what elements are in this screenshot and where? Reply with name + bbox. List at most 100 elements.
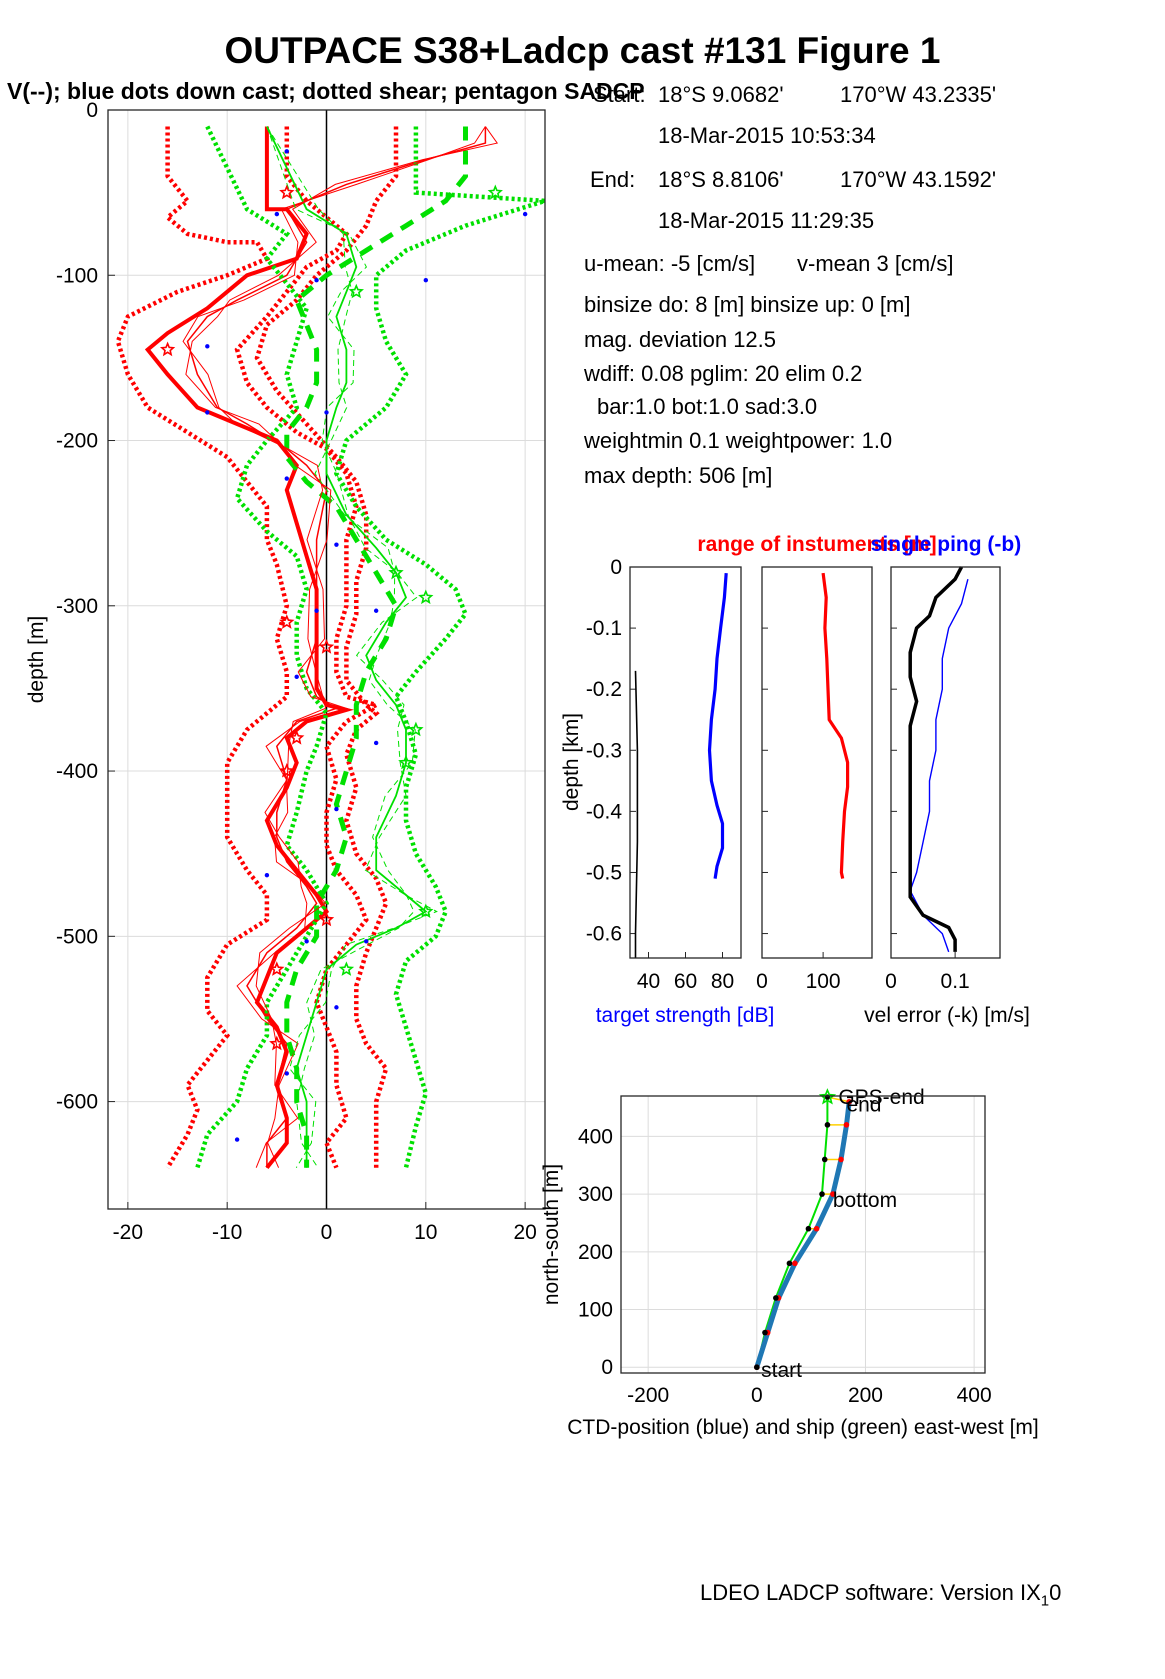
y-tick-label: -0.1 [586, 617, 622, 640]
ctd-marker [792, 1260, 798, 1267]
max-depth: max depth: 506 [m] [584, 463, 773, 488]
ctd-marker [843, 1122, 850, 1128]
v-sadcp-marker [408, 721, 424, 737]
v-solid-line [266, 126, 428, 1168]
end-lat: 18°S 8.8106' [658, 167, 784, 192]
x-tick-label: 40 [637, 970, 660, 993]
range-of-instruments-plot-area [762, 567, 872, 958]
start-lon: 170°W 43.2335' [840, 82, 997, 107]
down-cast-dot [205, 410, 210, 415]
ship-marker [819, 1191, 825, 1197]
single-ping-title: single ping (-b) [871, 533, 1021, 556]
v-solid-ensemble-line [266, 126, 416, 1168]
down-cast-dot [334, 542, 339, 547]
panel-y-label: depth [km] [560, 713, 583, 811]
y-tick-label: -0.3 [586, 739, 622, 762]
down-cast-dot [284, 149, 289, 154]
down-cast-dot [314, 278, 319, 283]
velocity-error-plot-area [891, 567, 1000, 958]
position-y-label: north-south [m] [540, 1164, 563, 1305]
y-tick-label: -0.4 [586, 800, 623, 823]
x-tick-label: 0 [321, 1221, 333, 1244]
y-tick-label: -200 [56, 430, 98, 453]
x-tick-label: 20 [513, 1221, 536, 1244]
y-tick-label: -300 [56, 595, 98, 618]
down-cast-dot [324, 410, 329, 415]
v-solid-ensemble-line [266, 126, 438, 1168]
y-tick-label: -0.2 [586, 678, 622, 701]
position-annotation: GPS-end [838, 1086, 924, 1109]
ship-marker [821, 1156, 828, 1163]
position-annotation: bottom [833, 1189, 897, 1212]
y-tick-label: 0 [610, 556, 622, 579]
x-tick-label: 100 [806, 970, 841, 993]
y-tick-label: -0.5 [586, 861, 622, 884]
vel-error-label: vel error (-k) [m/s] [864, 1004, 1030, 1027]
position-frame [620, 1095, 986, 1374]
u-upper-ensemble-line [185, 126, 499, 1168]
u-upper-ensemble-line [182, 126, 486, 1168]
figure-title: OUTPACE S38+Ladcp cast #131 Figure 1 [224, 30, 941, 71]
end-time: 18-Mar-2015 11:29:35 [658, 208, 875, 233]
down-cast-dot [522, 211, 528, 217]
ship-marker [824, 1122, 831, 1128]
target-strength-black-line [634, 670, 639, 958]
u-dotted-line [115, 126, 290, 1169]
position-plot-area [621, 1096, 985, 1373]
target-strength-blue-line [707, 572, 728, 879]
y-tick-label: -500 [56, 925, 98, 948]
v-sadcp-marker [388, 564, 404, 580]
down-cast-dot [334, 1005, 339, 1010]
u-sadcp-marker [318, 639, 335, 654]
v-sadcp-marker [418, 903, 434, 919]
target-strength-label: target strength [dB] [596, 1004, 775, 1027]
x-tick-label: 0 [756, 970, 768, 993]
ship-marker [754, 1364, 760, 1371]
x-tick-label: 400 [957, 1384, 992, 1407]
position-x-label: CTD-position (blue) and ship (green) eas… [567, 1416, 1039, 1439]
range-of-instruments-frame [761, 566, 873, 959]
x-tick-label: 0.1 [941, 970, 970, 993]
down-cast-dot [304, 939, 309, 944]
start-label: Start: [593, 82, 646, 107]
down-cast-dot [373, 740, 379, 746]
u-sadcp-marker [318, 911, 335, 927]
target-strength-plot-area [630, 567, 741, 958]
range-of-instruments-red-line [821, 572, 850, 879]
x-tick-label: 80 [711, 970, 734, 993]
end-lon: 170°W 43.1592' [840, 167, 997, 192]
x-tick-label: -20 [113, 1221, 143, 1244]
y-tick-label: 300 [578, 1183, 613, 1206]
software-version-text: LDEO LADCP software: Version IX [700, 1580, 1041, 1605]
ship-marker [805, 1225, 812, 1232]
start-lat: 18°S 9.0682' [658, 82, 784, 107]
down-cast-dot [284, 476, 289, 481]
y-tick-label: -100 [56, 264, 98, 287]
ship-marker [786, 1260, 793, 1267]
x-tick-label: -10 [212, 1221, 242, 1244]
u-sadcp-marker [269, 961, 285, 976]
u-sadcp-marker [279, 614, 295, 629]
v-sadcp-marker [418, 589, 434, 605]
software-version-sub: 1 [1040, 1592, 1050, 1610]
down-cast-dot [294, 674, 299, 680]
u-sadcp-marker [279, 763, 295, 778]
u-upper-line [186, 126, 487, 1168]
bar-settings: bar:1.0 bot:1.0 sad:3.0 [597, 394, 818, 419]
down-cast-dot [264, 872, 270, 878]
binsize: binsize do: 8 [m] binsize up: 0 [m] [584, 292, 911, 317]
u-mean: u-mean: -5 [cm/s] [584, 251, 756, 276]
figure-subtitle: V(--); blue dots down cast; dotted shear… [7, 78, 645, 104]
velocity-error-frame [890, 566, 1001, 959]
range-title: range of instuments [m] [697, 533, 936, 556]
y-tick-label: 0 [601, 1356, 613, 1379]
weight-settings: weightmin 0.1 weightpower: 1.0 [584, 428, 893, 453]
v-sadcp-marker [487, 184, 503, 200]
x-tick-label: -200 [627, 1384, 669, 1407]
down-cast-dot [373, 608, 379, 613]
ship-marker [762, 1329, 768, 1336]
v-sadcp-marker [338, 961, 355, 976]
ctd-marker [830, 1191, 836, 1197]
x-tick-label: 0 [885, 970, 897, 993]
